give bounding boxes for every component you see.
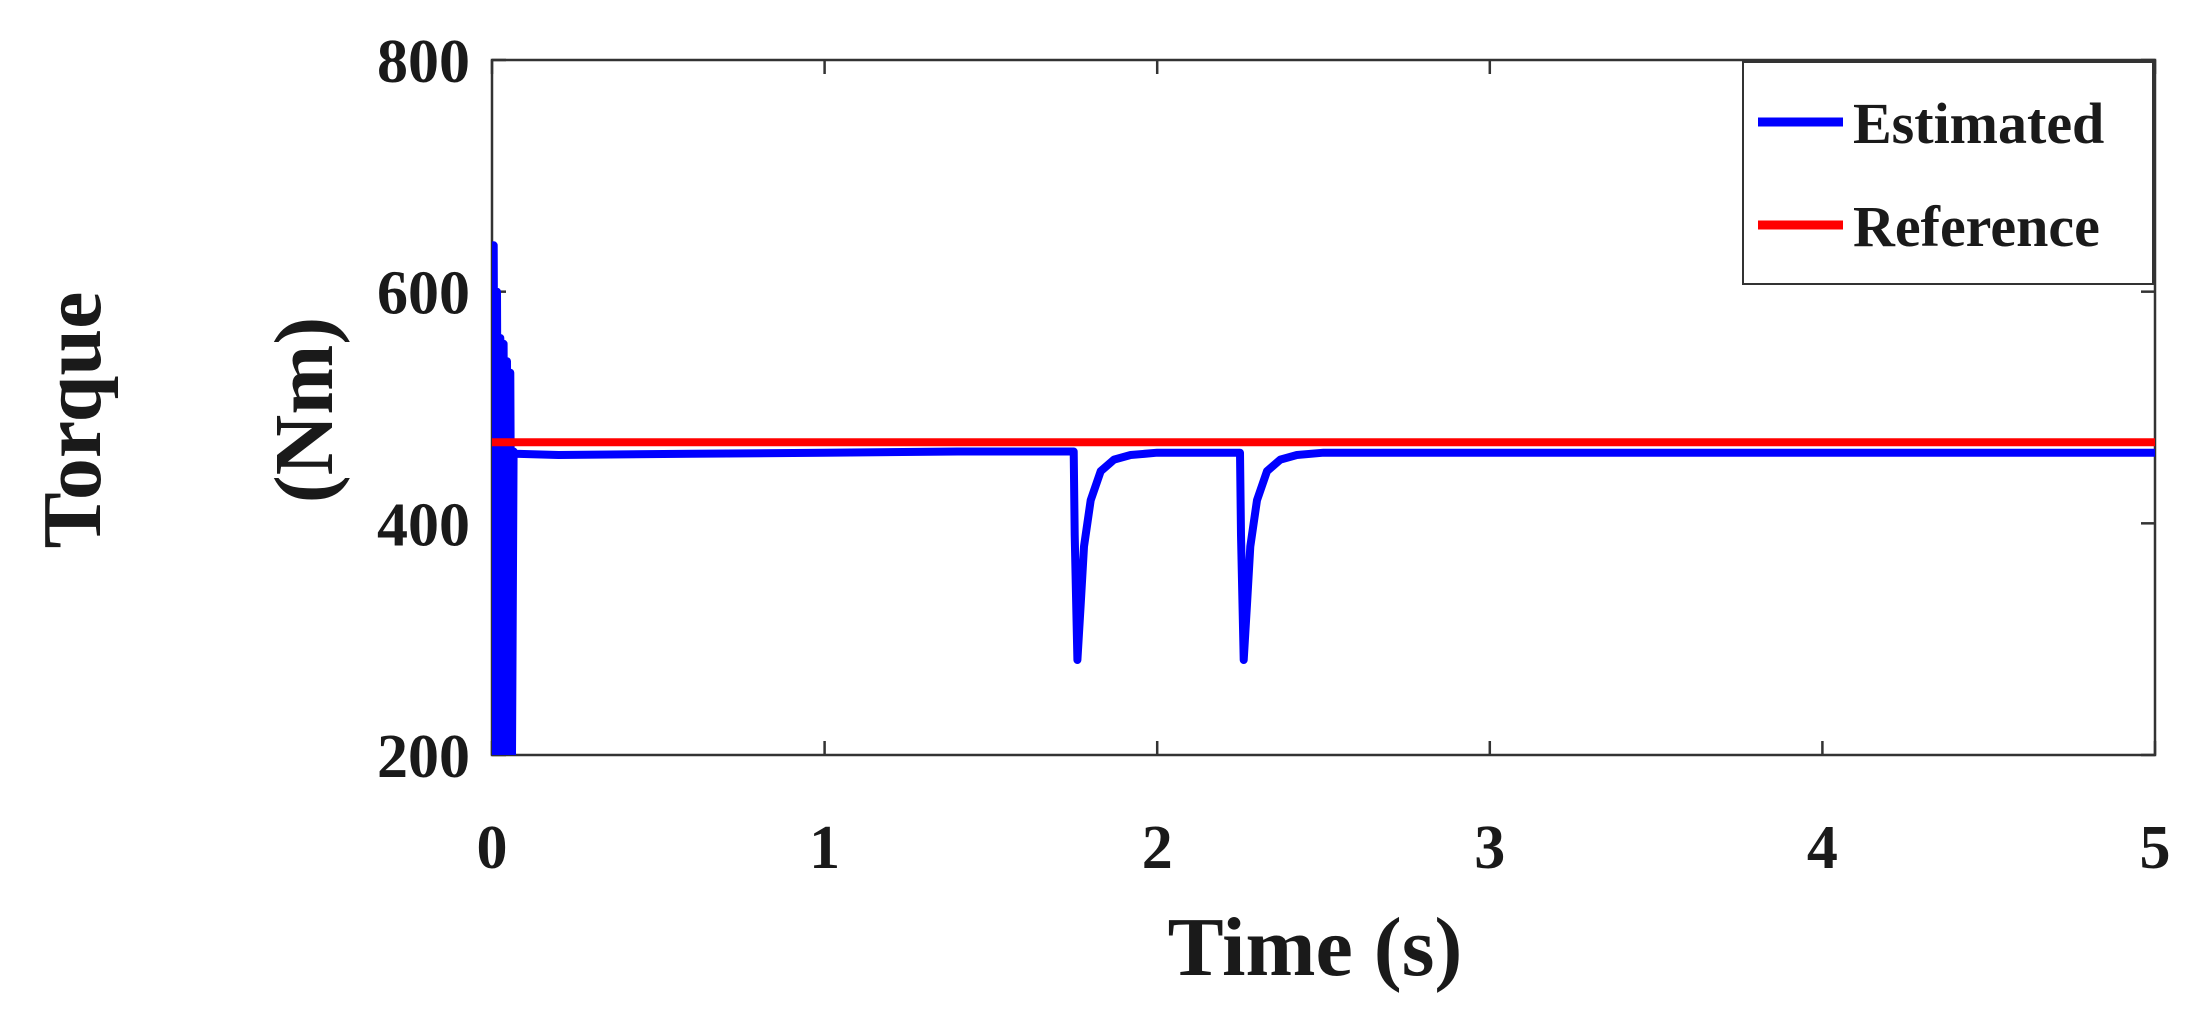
y-axis-label-line1: Torque (26, 292, 119, 549)
x-tick-label: 2 (1142, 814, 1173, 882)
y-tick-label: 200 (377, 723, 470, 791)
x-tick-label: 4 (1807, 814, 1838, 882)
x-tick-label: 5 (2140, 814, 2171, 882)
legend: Estimated Reference (1742, 61, 2154, 285)
y-tick-label: 400 (377, 491, 470, 559)
legend-label-estimated: Estimated (1853, 91, 2104, 156)
series-line-estimated (492, 241, 2155, 755)
tick-labels: 0 1 2 3 4 5 200 400 600 800 (377, 28, 2171, 882)
y-tick-label: 600 (377, 260, 470, 328)
x-tick-label: 0 (477, 814, 508, 882)
legend-label-reference: Reference (1853, 194, 2100, 259)
x-tick-label: 1 (809, 814, 840, 882)
x-tick-label: 3 (1474, 814, 1505, 882)
y-tick-label: 800 (377, 28, 470, 96)
series-layer (492, 241, 2155, 755)
x-axis-label: Time (s) (1168, 901, 1463, 994)
legend-box (1742, 61, 2154, 285)
y-axis-label-line2: (Nm) (258, 317, 351, 504)
